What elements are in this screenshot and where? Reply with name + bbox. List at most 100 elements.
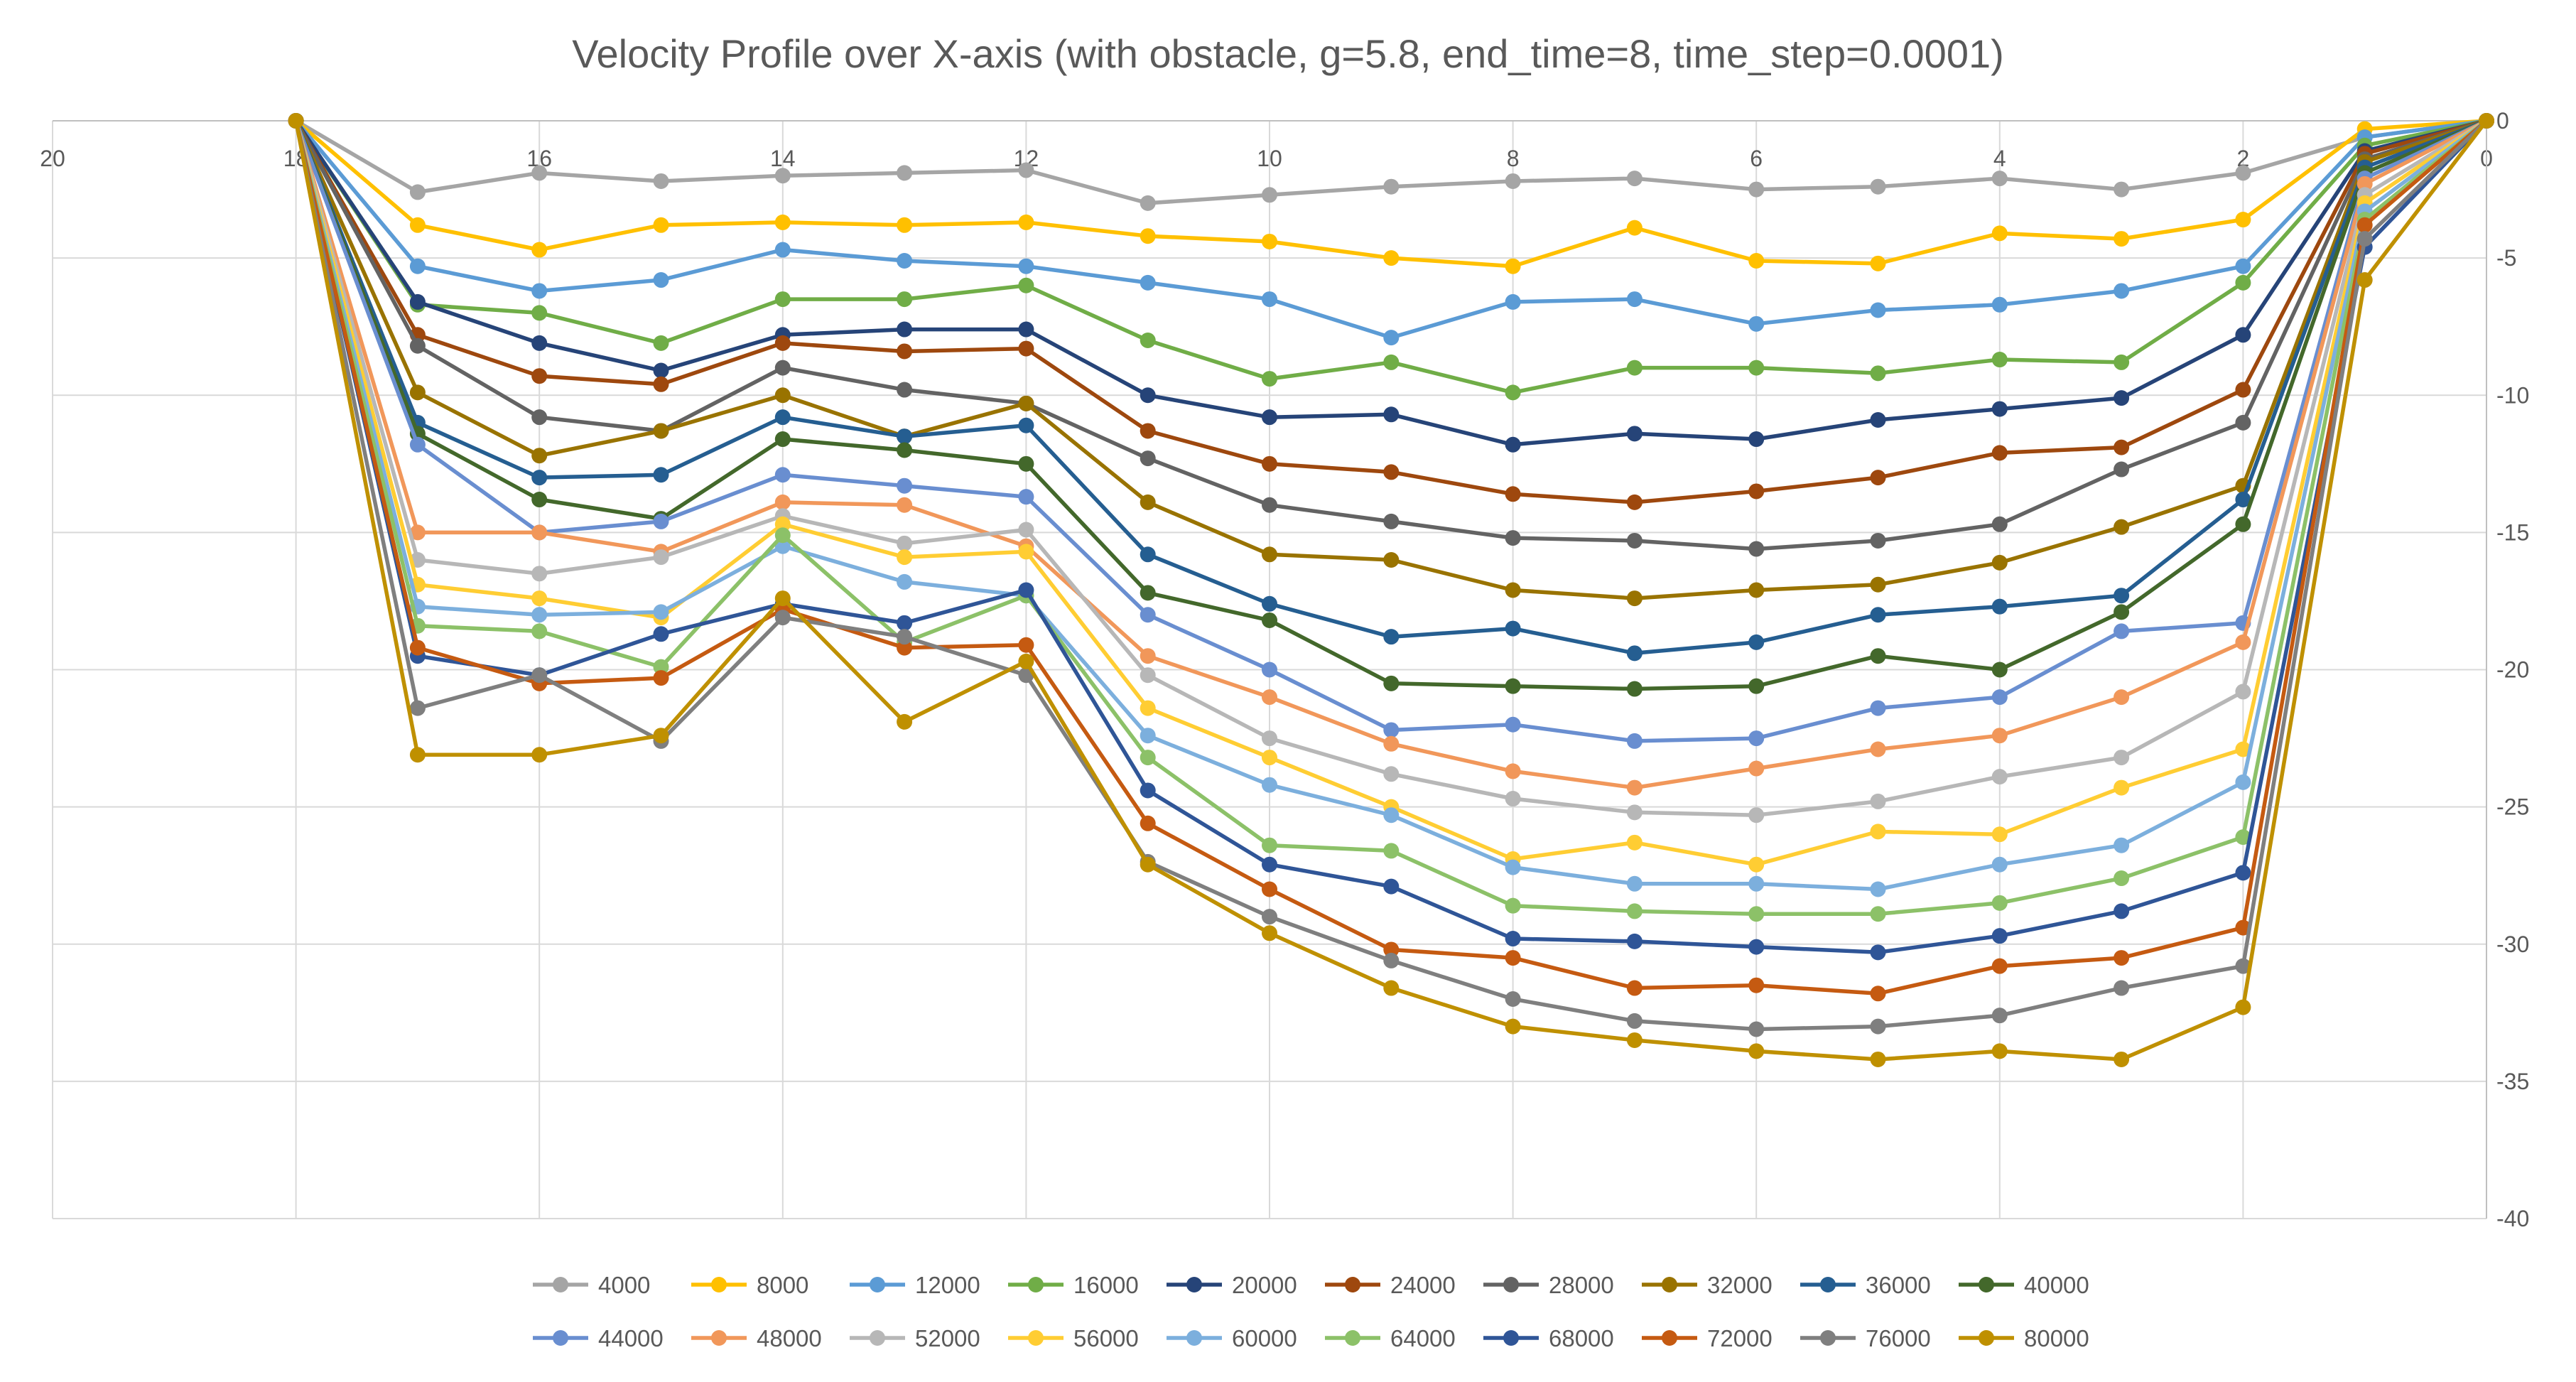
data-point xyxy=(1383,675,1400,691)
data-point xyxy=(1140,728,1156,744)
legend-label: 20000 xyxy=(1232,1272,1297,1298)
series-line xyxy=(294,119,2487,340)
data-point xyxy=(1018,277,1034,293)
data-point xyxy=(2356,217,2373,233)
legend-swatch-marker xyxy=(870,1330,885,1346)
legend-swatch-marker xyxy=(711,1277,727,1292)
data-point xyxy=(1748,730,1765,747)
data-point xyxy=(1140,195,1156,211)
data-point xyxy=(409,258,426,274)
series-56000 xyxy=(288,113,2494,873)
data-point xyxy=(531,492,548,508)
data-point xyxy=(1505,991,1521,1007)
data-point xyxy=(897,428,913,445)
data-point xyxy=(774,409,791,426)
data-point xyxy=(1140,782,1156,799)
data-point xyxy=(1383,952,1400,968)
data-point xyxy=(1870,302,1886,318)
data-point xyxy=(1991,1008,2008,1024)
data-point xyxy=(1748,360,1765,376)
legend-swatch-marker xyxy=(1820,1330,1836,1346)
series-4000 xyxy=(288,113,2494,211)
data-point xyxy=(1018,489,1034,505)
data-point xyxy=(531,242,548,258)
data-point xyxy=(774,516,791,532)
data-point xyxy=(1748,541,1765,557)
data-point xyxy=(1991,728,2008,744)
data-point xyxy=(1991,662,2008,678)
data-point xyxy=(1626,933,1643,949)
data-point xyxy=(653,549,669,566)
data-point xyxy=(2479,113,2494,129)
series-line xyxy=(294,119,2488,691)
data-point xyxy=(1505,530,1521,546)
legend-item: 60000 xyxy=(1167,1325,1297,1351)
data-point xyxy=(897,217,913,233)
data-point xyxy=(531,283,548,299)
data-point xyxy=(1626,590,1643,607)
data-point xyxy=(2235,258,2251,274)
chart-title: Velocity Profile over X-axis (with obsta… xyxy=(572,31,2004,76)
data-point xyxy=(1262,881,1277,897)
data-point xyxy=(1018,637,1034,653)
data-point xyxy=(1505,1018,1521,1035)
data-point xyxy=(1626,1013,1643,1029)
data-point xyxy=(653,272,669,288)
data-point xyxy=(1748,1043,1765,1059)
data-point xyxy=(1383,843,1400,859)
data-point xyxy=(653,670,669,686)
data-point xyxy=(1018,653,1034,669)
data-point xyxy=(1626,532,1643,549)
data-point xyxy=(1383,250,1400,266)
data-point xyxy=(1991,1043,2008,1059)
data-point xyxy=(897,639,913,656)
legend-swatch-marker xyxy=(1503,1277,1519,1292)
data-point xyxy=(1991,516,2008,532)
data-point xyxy=(409,436,426,453)
data-point xyxy=(1991,401,2008,417)
y-tick-label: -25 xyxy=(2496,794,2529,820)
legend-label: 64000 xyxy=(1390,1325,1456,1351)
data-point xyxy=(1748,856,1765,873)
data-point xyxy=(1870,793,1886,809)
data-point xyxy=(409,639,426,656)
data-point xyxy=(1870,470,1886,486)
data-point xyxy=(1991,554,2008,571)
data-point xyxy=(1870,412,1886,428)
data-point xyxy=(1626,779,1643,796)
legend-label: 48000 xyxy=(757,1325,822,1351)
data-point xyxy=(1870,986,1886,1002)
data-point xyxy=(409,293,426,310)
legend-swatch-marker xyxy=(711,1330,727,1346)
data-point xyxy=(1383,766,1400,782)
data-point xyxy=(1626,220,1643,236)
legend-label: 76000 xyxy=(1866,1325,1931,1351)
data-point xyxy=(1262,291,1277,308)
legend-label: 56000 xyxy=(1073,1325,1139,1351)
data-point xyxy=(531,470,548,486)
data-point xyxy=(531,368,548,384)
data-point xyxy=(1991,856,2008,873)
data-point xyxy=(1262,455,1277,472)
legend-item: 24000 xyxy=(1325,1272,1456,1298)
legend-item: 64000 xyxy=(1325,1325,1456,1351)
data-point xyxy=(897,343,913,360)
data-point xyxy=(2235,382,2251,398)
data-point xyxy=(2356,176,2373,192)
data-point xyxy=(2235,212,2251,228)
data-point xyxy=(1383,980,1400,996)
data-point xyxy=(1870,576,1886,593)
data-point xyxy=(897,573,913,590)
legend-item: 40000 xyxy=(1959,1272,2089,1298)
data-point xyxy=(1748,634,1765,650)
legend-swatch-marker xyxy=(870,1277,885,1292)
data-point xyxy=(1018,522,1034,538)
data-point xyxy=(897,549,913,566)
data-point xyxy=(2114,588,2130,604)
data-point xyxy=(1626,171,1643,187)
data-point xyxy=(2114,750,2130,766)
data-point xyxy=(1140,700,1156,716)
data-point xyxy=(653,604,669,620)
data-point xyxy=(1140,815,1156,831)
